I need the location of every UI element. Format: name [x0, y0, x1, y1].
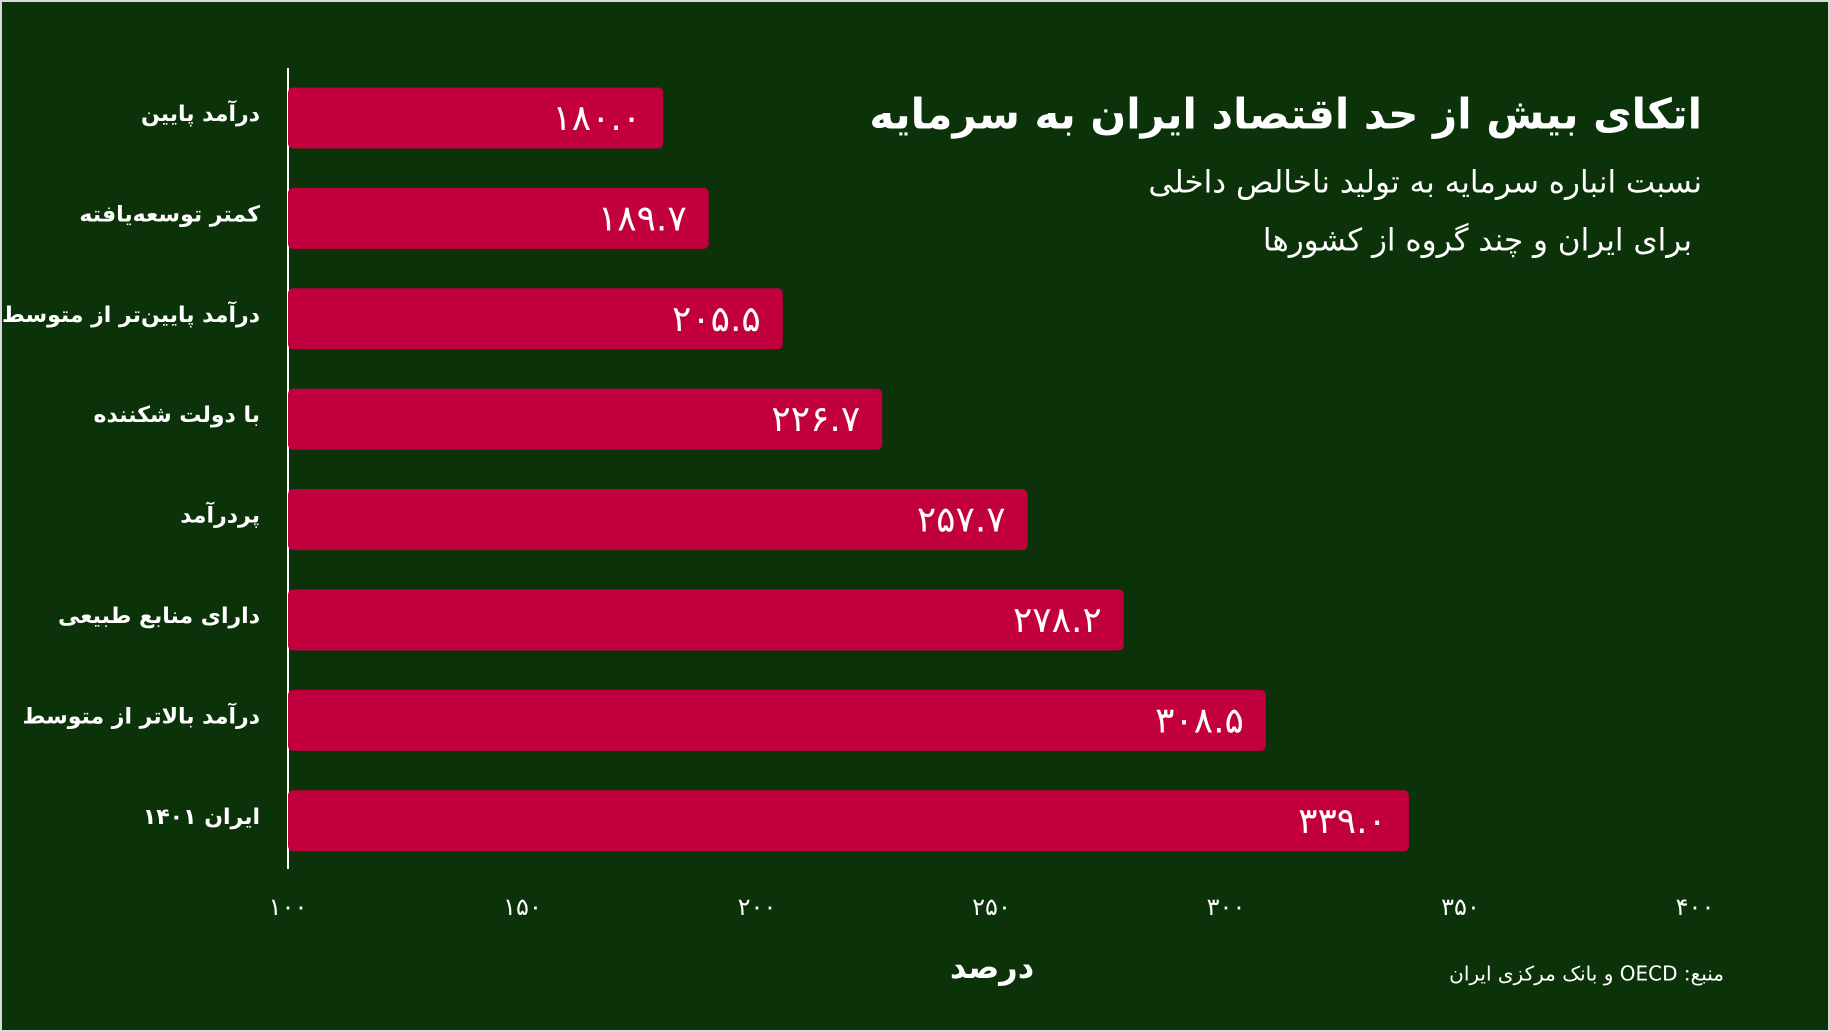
bar: [288, 489, 1028, 551]
value-label: ۲۰۵.۵: [672, 299, 761, 340]
x-tick-label: ۲۵۰: [972, 893, 1011, 921]
bar: [288, 187, 709, 249]
chart-title: اتکای بیش از حد اقتصاد ایران به سرمایه: [869, 90, 1702, 140]
x-tick-label: ۱۵۰: [503, 893, 542, 921]
x-tick-label: ۴۰۰: [1676, 893, 1715, 921]
bar: [288, 589, 1124, 651]
x-tick-label: ۱۰۰: [269, 893, 308, 921]
value-label: ۱۸۹.۷: [598, 198, 687, 239]
bar: [288, 388, 883, 450]
value-label: ۳۰۸.۵: [1155, 700, 1244, 741]
y-tick-label: ایران ۱۴۰۱: [143, 805, 260, 830]
y-tick-label: با دولت شکننده: [94, 403, 260, 428]
value-label: ۲۲۶.۷: [771, 399, 860, 440]
value-label: ۱۸۰.۰: [552, 98, 641, 139]
y-tick-label: درآمد بالاتر از متوسط: [23, 701, 260, 729]
chart-subtitle: نسبت انباره سرمایه به تولید ناخالص داخلی: [1148, 165, 1702, 201]
y-tick-label: کمتر توسعه‌یافته: [79, 202, 260, 227]
y-tick-label: پردرآمد: [180, 501, 260, 529]
bar: [288, 87, 664, 149]
bar: [288, 790, 1409, 852]
bar: [288, 689, 1266, 751]
x-tick-label: ۳۵۰: [1441, 893, 1480, 921]
x-axis-label: درصد: [950, 948, 1034, 986]
x-tick-label: ۲۰۰: [738, 893, 777, 921]
value-label: ۲۷۸.۲: [1013, 600, 1102, 641]
y-tick-label: دارای منابع طبیعی: [58, 604, 260, 629]
value-label: ۳۳۹.۰: [1298, 801, 1387, 842]
value-label: ۲۵۷.۷: [917, 500, 1006, 541]
y-tick-label: درآمد پایین: [141, 99, 260, 127]
y-tick-label: درآمد پایین‌تر از متوسط: [2, 300, 260, 328]
source: منبع: OECD و بانک مرکزی ایران: [1449, 962, 1724, 986]
chart-subtitle: برای ایران و چند گروه از کشورها: [1263, 223, 1692, 259]
x-tick-label: ۳۰۰: [1207, 893, 1246, 921]
bar: [288, 288, 783, 350]
